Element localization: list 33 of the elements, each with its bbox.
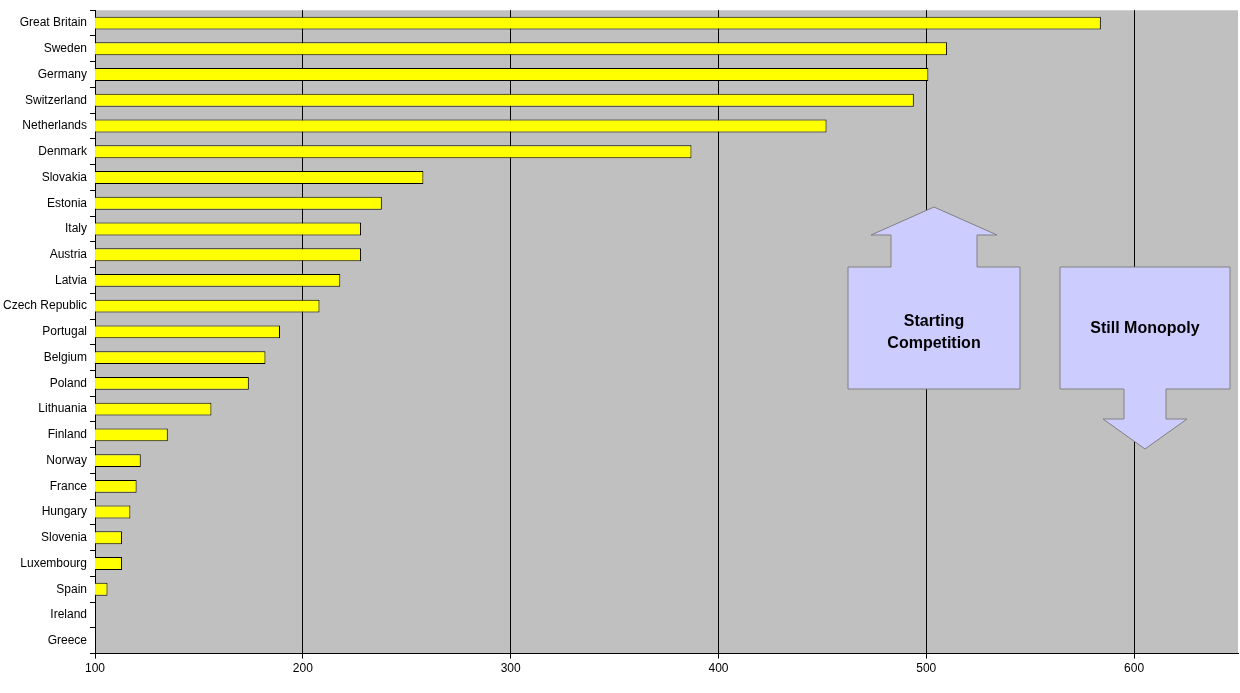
y-tick-label: Spain — [56, 581, 88, 596]
y-tick-label: Portugal — [42, 324, 88, 339]
y-tick-label: Belgium — [43, 349, 88, 364]
x-tick-label: 600 — [1124, 661, 1145, 676]
y-tick-label: Slovenia — [41, 530, 88, 545]
y-tick-label: Switzerland — [25, 92, 88, 107]
y-tick-label: Finland — [47, 427, 88, 442]
y-tick-label: Slovakia — [41, 169, 88, 184]
y-tick-label: Hungary — [41, 504, 88, 519]
y-tick-label: Lithuania — [38, 401, 88, 416]
y-tick-label: France — [49, 478, 88, 493]
x-tick-label: 400 — [708, 661, 729, 676]
y-tick-label: Ireland — [50, 607, 88, 622]
y-tick-label: Netherlands — [22, 118, 88, 133]
y-tick-label: Norway — [46, 452, 88, 467]
y-tick-label: Czech Republic — [2, 298, 88, 313]
y-tick-label: Austria — [49, 247, 88, 261]
y-tick-label: Germany — [37, 66, 88, 81]
y-tick-label: Denmark — [38, 144, 89, 159]
y-tick-label: Luxembourg — [20, 555, 88, 570]
annotation: Starting Competition — [887, 312, 981, 351]
x-tick-label: 200 — [292, 661, 314, 676]
y-tick-label: Greece — [47, 633, 88, 648]
x-tick-label: 300 — [500, 661, 521, 676]
x-tick-label: 500 — [916, 661, 937, 676]
y-tick-label: Latvia — [55, 272, 88, 287]
annotation: Still Monopoly — [1090, 319, 1200, 336]
y-tick-label: Italy — [65, 221, 88, 236]
y-tick-label: Great Britain — [19, 15, 88, 30]
y-tick-label: Estonia — [47, 195, 88, 210]
y-tick-label: Poland — [49, 375, 88, 390]
y-tick-label: Sweden — [43, 41, 88, 56]
x-tick-label: 100 — [85, 661, 106, 676]
